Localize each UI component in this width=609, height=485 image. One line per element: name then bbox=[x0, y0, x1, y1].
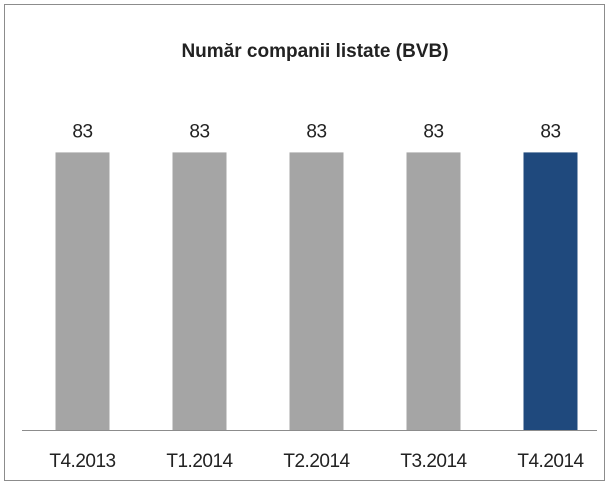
data-label: 83 bbox=[540, 121, 560, 142]
x-tick-label: T2.2014 bbox=[283, 451, 350, 472]
data-label: 83 bbox=[189, 121, 209, 142]
data-label: 83 bbox=[72, 121, 92, 142]
x-tick-label: T4.2013 bbox=[49, 451, 115, 472]
data-label: 83 bbox=[423, 121, 443, 142]
bar bbox=[406, 152, 461, 430]
chart-title: Număr companii listate (BVB) bbox=[181, 41, 448, 62]
bar bbox=[172, 152, 227, 430]
x-tick-label: T1.2014 bbox=[166, 451, 233, 472]
bar bbox=[55, 152, 110, 430]
x-tick-label: T3.2014 bbox=[400, 451, 467, 472]
bar bbox=[289, 152, 344, 430]
x-tick-label: T4.2014 bbox=[517, 451, 584, 472]
data-label: 83 bbox=[306, 121, 326, 142]
bar bbox=[523, 152, 578, 430]
